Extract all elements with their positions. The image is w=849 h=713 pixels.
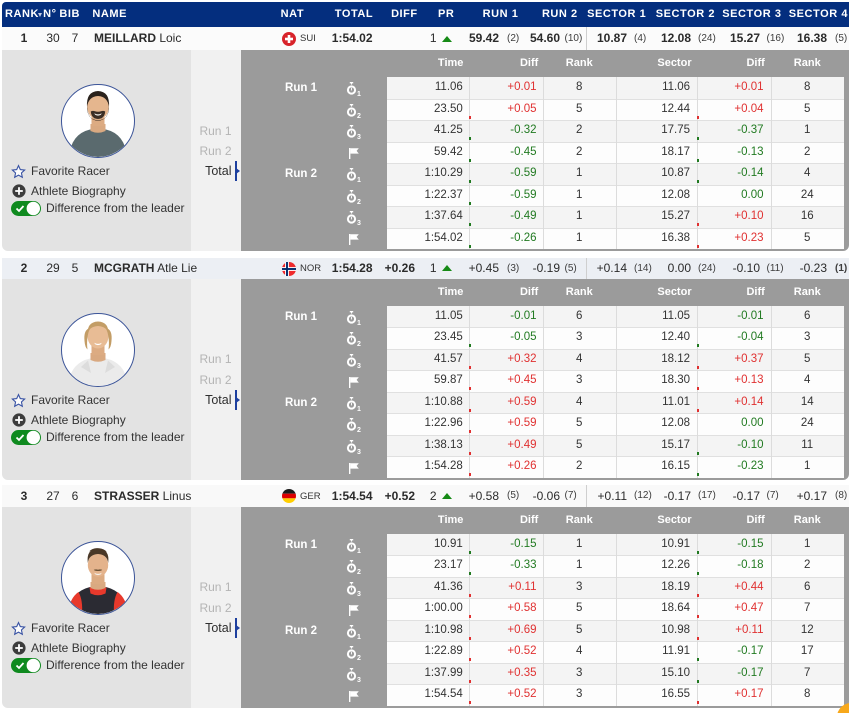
svg-text:2: 2 (357, 113, 361, 118)
svg-text:2: 2 (357, 655, 361, 660)
svg-text:2: 2 (357, 427, 361, 432)
svg-text:3: 3 (357, 220, 361, 225)
svg-text:3: 3 (357, 677, 361, 682)
svg-text:1: 1 (357, 91, 361, 96)
svg-text:1: 1 (357, 634, 361, 639)
svg-text:1: 1 (357, 320, 361, 325)
svg-text:1: 1 (357, 177, 361, 182)
svg-text:1: 1 (357, 406, 361, 411)
svg-text:2: 2 (357, 199, 361, 204)
svg-text:2: 2 (357, 569, 361, 574)
svg-text:2: 2 (357, 341, 361, 346)
svg-text:3: 3 (357, 134, 361, 139)
svg-text:3: 3 (357, 591, 361, 596)
svg-text:3: 3 (357, 363, 361, 368)
svg-text:1: 1 (357, 548, 361, 553)
svg-text:3: 3 (357, 449, 361, 454)
